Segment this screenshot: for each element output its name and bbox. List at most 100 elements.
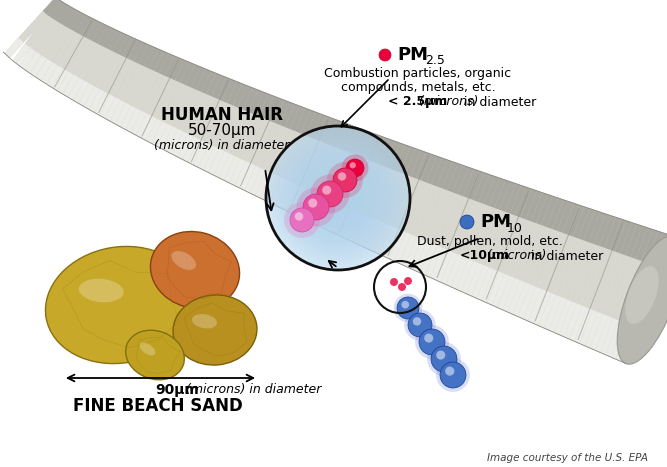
Polygon shape (595, 226, 648, 353)
Polygon shape (149, 49, 163, 71)
Polygon shape (516, 216, 550, 294)
Polygon shape (172, 71, 216, 157)
Text: in diameter: in diameter (527, 249, 603, 262)
Polygon shape (76, 15, 91, 35)
Circle shape (330, 190, 346, 206)
Polygon shape (43, 0, 61, 15)
Circle shape (272, 132, 404, 264)
Circle shape (294, 154, 382, 242)
Polygon shape (193, 142, 209, 168)
Polygon shape (621, 326, 639, 364)
Text: PM: PM (397, 46, 428, 64)
Polygon shape (319, 143, 351, 208)
Polygon shape (438, 188, 472, 261)
Polygon shape (464, 198, 498, 272)
Polygon shape (56, 4, 72, 24)
Polygon shape (358, 143, 406, 247)
Polygon shape (477, 185, 526, 301)
Polygon shape (153, 74, 183, 129)
Polygon shape (13, 7, 52, 48)
Polygon shape (31, 7, 77, 77)
Circle shape (402, 301, 409, 309)
Circle shape (311, 175, 350, 213)
Polygon shape (163, 79, 193, 134)
Polygon shape (184, 88, 215, 145)
Polygon shape (487, 272, 504, 305)
Polygon shape (492, 274, 510, 307)
Circle shape (346, 159, 364, 177)
Polygon shape (63, 75, 79, 97)
Polygon shape (394, 156, 442, 263)
Polygon shape (364, 145, 410, 249)
Polygon shape (250, 168, 266, 196)
Polygon shape (117, 35, 133, 56)
Polygon shape (203, 84, 247, 173)
Polygon shape (567, 235, 602, 316)
Text: HUMAN HAIR: HUMAN HAIR (161, 106, 283, 124)
Polygon shape (89, 35, 133, 113)
Polygon shape (616, 233, 667, 361)
Polygon shape (237, 86, 253, 110)
Ellipse shape (192, 314, 217, 328)
Polygon shape (198, 144, 214, 170)
Polygon shape (179, 85, 209, 142)
Polygon shape (157, 124, 173, 149)
Polygon shape (213, 88, 258, 178)
Polygon shape (468, 171, 484, 200)
Polygon shape (332, 134, 379, 235)
Circle shape (303, 194, 329, 220)
Polygon shape (52, 18, 97, 91)
Polygon shape (43, 21, 75, 69)
Polygon shape (13, 43, 30, 64)
Polygon shape (521, 218, 556, 296)
Polygon shape (79, 83, 94, 106)
Ellipse shape (173, 295, 257, 365)
Polygon shape (52, 69, 68, 91)
Polygon shape (574, 308, 592, 344)
Polygon shape (94, 37, 137, 115)
Polygon shape (340, 151, 372, 218)
Polygon shape (198, 82, 242, 170)
Polygon shape (478, 175, 495, 204)
Polygon shape (583, 241, 618, 322)
Polygon shape (219, 154, 235, 180)
Polygon shape (610, 322, 629, 359)
Polygon shape (549, 210, 600, 333)
Circle shape (424, 333, 434, 343)
Polygon shape (463, 169, 479, 198)
Polygon shape (73, 80, 89, 103)
Polygon shape (105, 42, 148, 121)
Polygon shape (211, 75, 227, 99)
Polygon shape (472, 184, 521, 298)
Polygon shape (322, 201, 339, 230)
Text: in diameter: in diameter (460, 95, 536, 108)
Polygon shape (301, 191, 317, 220)
Polygon shape (364, 134, 379, 160)
Polygon shape (165, 56, 179, 78)
Polygon shape (397, 172, 430, 243)
Text: (microns): (microns) (415, 95, 478, 108)
Polygon shape (162, 67, 205, 152)
Polygon shape (231, 107, 261, 167)
Polygon shape (177, 134, 193, 160)
Polygon shape (110, 100, 125, 124)
Polygon shape (490, 207, 524, 283)
Polygon shape (482, 269, 500, 303)
Text: Dust, pollen, mold, etc.: Dust, pollen, mold, etc. (417, 235, 563, 248)
Polygon shape (41, 62, 57, 84)
Text: Combustion particles, organic: Combustion particles, organic (324, 68, 512, 80)
Polygon shape (580, 310, 598, 346)
Polygon shape (300, 110, 315, 135)
Polygon shape (462, 180, 511, 294)
Polygon shape (538, 207, 590, 328)
Polygon shape (5, 38, 23, 58)
Circle shape (379, 49, 391, 61)
Circle shape (436, 358, 470, 392)
Polygon shape (84, 86, 99, 109)
Polygon shape (19, 1, 67, 69)
Polygon shape (452, 165, 468, 194)
Polygon shape (154, 51, 169, 73)
Polygon shape (624, 255, 660, 339)
Polygon shape (210, 99, 241, 157)
Polygon shape (13, 0, 63, 64)
